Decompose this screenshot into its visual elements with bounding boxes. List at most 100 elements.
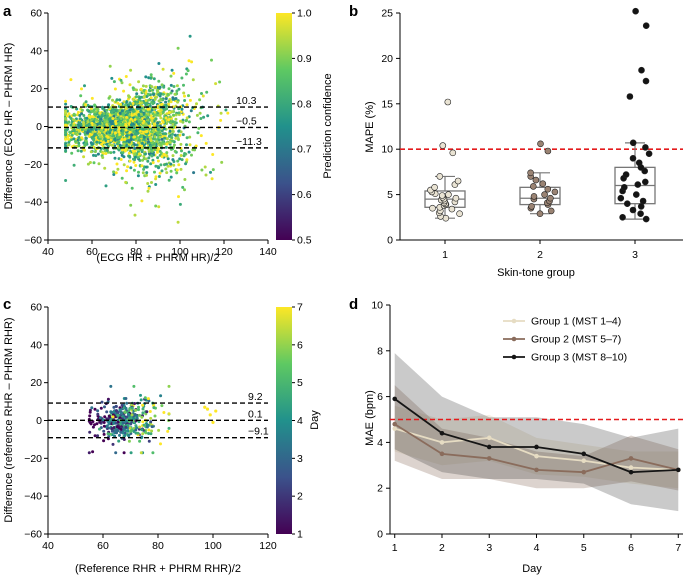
scatter-point [128,101,132,105]
scatter-point [180,158,184,162]
scatter-point [179,130,183,134]
scatter-point [119,78,123,82]
scatter-point [145,102,148,106]
scatter-point [90,109,94,113]
scatter-point [149,96,153,100]
scatter-point [92,134,96,138]
scatter-point [144,152,147,156]
y-axis-label-d: MAE (bpm) [364,390,376,446]
scatter-point [96,434,100,438]
scatter-point [200,168,204,172]
data-point [635,159,643,167]
scatter-point [132,384,136,388]
scatter-point [113,156,117,160]
data-point [537,140,544,148]
scatter-point [175,84,179,88]
scatter-point [93,123,97,127]
series-point [534,444,539,450]
scatter-point [180,149,183,153]
scatter-point [183,94,186,98]
scatter-point [144,75,148,79]
legend-label: Group 1 (MST 1–4) [531,316,621,328]
scatter-point [144,157,148,161]
scatter-point [86,108,90,112]
scatter-point [83,84,86,88]
x-tick-label: 2 [439,542,445,554]
scatter-point [177,129,181,133]
scatter-point [130,114,134,117]
scatter-point [77,144,81,148]
scatter-point [82,120,86,124]
scatter-point [91,115,95,119]
scatter-point [155,140,159,144]
scatter-point [179,110,183,114]
scatter-point [104,128,108,132]
scatter-point [110,411,114,415]
scatter-point [80,87,83,91]
data-point [641,178,649,186]
scatter-point [142,423,146,427]
scatter-point [138,425,142,429]
scatter-point [161,120,165,124]
scatter-point [178,133,182,137]
x-tick-label: 3 [632,249,638,261]
scatter-point [66,137,70,141]
scatter-point [70,138,74,141]
scatter-point [140,141,144,145]
data-point [439,142,447,149]
scatter-point [195,113,199,117]
scatter-point [164,167,168,171]
scatter-point [100,142,104,146]
colorbar-tick-label: 7 [297,302,303,314]
x-axis-label-b: Skin-tone group [497,267,575,279]
scatter-point [129,117,133,121]
scatter-point [172,71,176,75]
scatter-point [174,136,178,140]
colorbar-tick-label: 1.0 [297,8,312,20]
scatter-point [199,117,203,120]
colorbar-tick-label: 0.6 [297,189,312,201]
scatter-point [157,138,161,142]
colorbar-a: 0.5 0.6 0.7 0.8 0.9 1.0 [276,8,312,247]
scatter-point [157,166,160,170]
scatter-point [176,159,180,163]
scatter-point [77,136,81,139]
scatter-point [202,115,206,119]
scatter-point [101,156,105,159]
scatter-point [118,433,121,437]
scatter-point [157,428,161,432]
scatter-point [127,434,130,438]
data-point [620,184,628,191]
scatter-point [92,153,95,157]
scatter-point [156,159,160,163]
scatter-point [184,119,188,123]
scatter-point [107,103,111,107]
scatter-point [155,95,159,99]
scatter-point [147,98,151,102]
scatter-point [147,156,151,160]
legend-marker [511,336,517,342]
series-point [486,444,492,450]
scatter-point [165,151,169,155]
scatter-point [154,175,158,179]
scatter-point [130,413,134,417]
scatter-point [118,98,122,102]
scatter-point [120,411,124,415]
scatter-point [93,407,97,411]
reference-line-label: 10.3 [236,95,257,107]
scatter-point [171,96,175,100]
scatter-point [150,429,154,433]
scatter-point [175,89,179,93]
scatter-point [105,108,109,112]
scatter-point [158,113,162,117]
series-point [439,451,445,457]
scatter-point [110,429,114,433]
data-point [629,139,637,147]
scatter-point [206,114,210,118]
scatter-point [116,413,120,417]
scatter-point [105,424,109,428]
scatter-point [98,122,102,126]
scatter-point [141,158,145,162]
y-axis-label-b: MAPE (%) [364,101,376,152]
scatter-point [145,410,149,414]
